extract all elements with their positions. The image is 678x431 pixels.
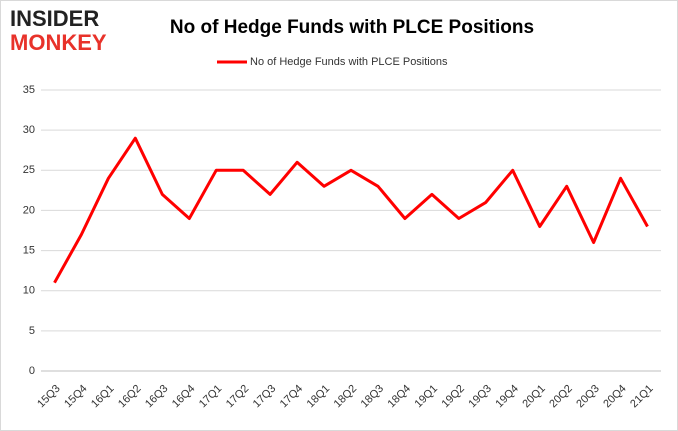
logo-line2: MONKEY <box>10 30 107 55</box>
y-tick-label: 0 <box>29 365 35 377</box>
logo-line1: INSIDER <box>10 6 99 31</box>
y-tick-label: 30 <box>23 124 35 136</box>
series-line <box>53 136 649 284</box>
legend-label: No of Hedge Funds with PLCE Positions <box>250 56 448 68</box>
chart-title: No of Hedge Funds with PLCE Positions <box>170 17 534 38</box>
y-tick-label: 25 <box>23 164 35 176</box>
y-tick-label: 20 <box>23 204 35 216</box>
y-tick-label: 5 <box>29 325 35 337</box>
y-tick-label: 15 <box>23 244 35 256</box>
y-tick-label: 10 <box>23 285 35 297</box>
y-tick-label: 35 <box>23 84 35 96</box>
